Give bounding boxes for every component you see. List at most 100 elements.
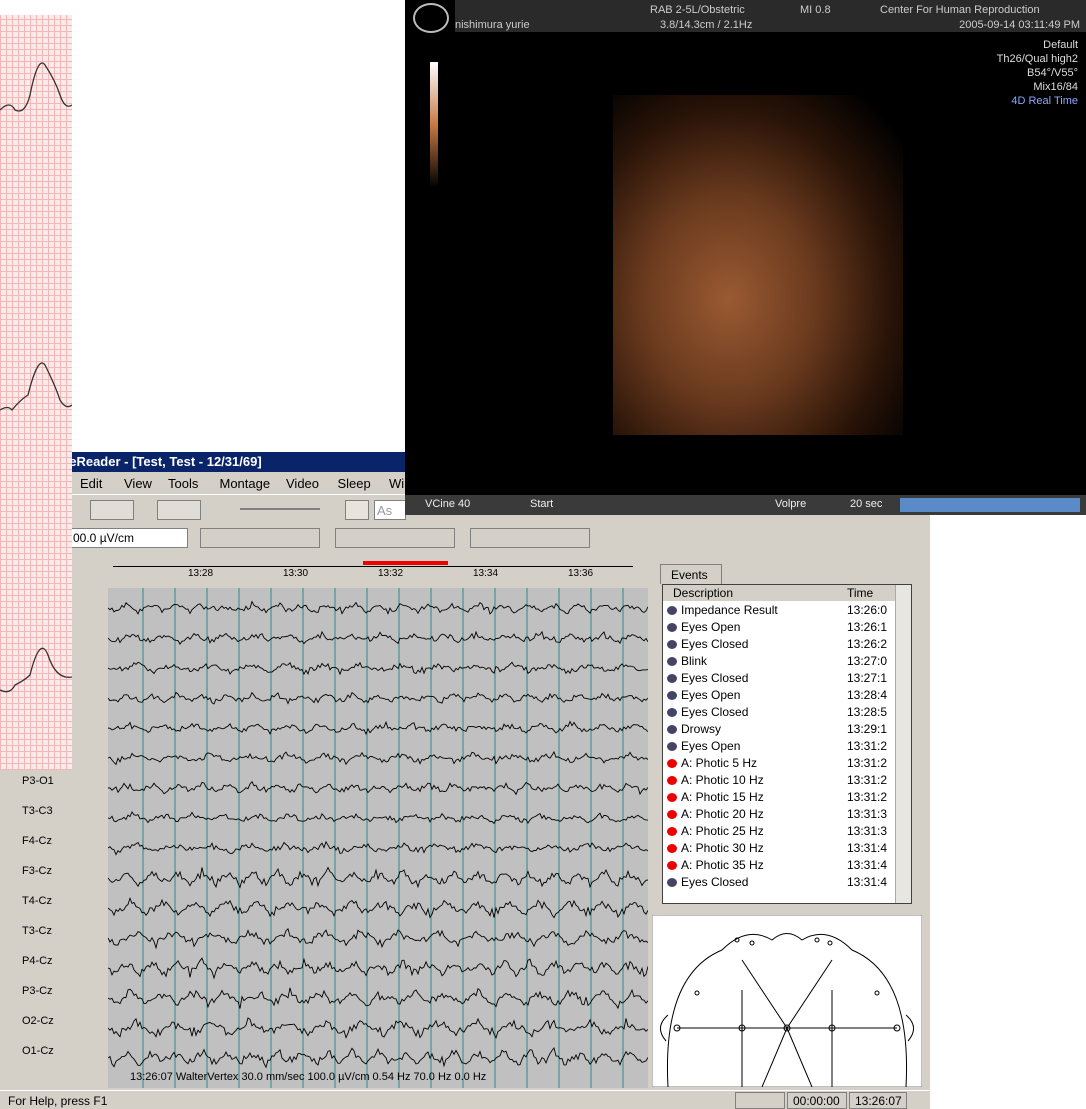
setting: Default xyxy=(1043,39,1078,51)
event-icon xyxy=(667,776,677,785)
events-header: Description Time xyxy=(663,585,911,601)
scrollbar xyxy=(895,585,911,903)
ecg-trace xyxy=(0,62,73,693)
select[interactable] xyxy=(335,528,455,548)
channel-label: P3-Cz xyxy=(22,985,53,997)
tab-label: Events xyxy=(671,568,708,582)
sensitivity: 00.0 µV/cm xyxy=(73,531,134,545)
event-description: Eyes Closed xyxy=(681,875,749,889)
channel-label: F3-Cz xyxy=(22,865,52,877)
menu-item[interactable]: Video xyxy=(286,476,320,491)
eeg-window: ileReader - [Test, Test - 12/31/69] Edit… xyxy=(0,452,930,1109)
eeg-trace xyxy=(108,691,648,705)
timeline-axis xyxy=(113,566,633,567)
event-row[interactable]: A: Photic 20 Hz 13:31:3 xyxy=(663,806,895,823)
event-icon xyxy=(667,657,677,666)
print-button[interactable] xyxy=(90,500,134,520)
event-icon xyxy=(667,606,677,615)
select[interactable] xyxy=(470,528,590,548)
ge-logo xyxy=(413,3,449,33)
event-row[interactable]: A: Photic 35 Hz 13:31:4 xyxy=(663,857,895,874)
event-row[interactable]: Drowsy 13:29:1 xyxy=(663,721,895,738)
event-description: Impedance Result xyxy=(681,603,778,617)
nav-button[interactable] xyxy=(157,500,201,520)
status-help: For Help, press F1 xyxy=(8,1094,108,1108)
menu-item[interactable]: Montage xyxy=(219,476,271,491)
event-description: Eyes Closed xyxy=(681,705,749,719)
event-icon xyxy=(667,793,677,802)
event-row[interactable]: A: Photic 15 Hz 13:31:2 xyxy=(663,789,895,806)
event-row[interactable]: Eyes Closed 13:28:5 xyxy=(663,704,895,721)
column-header: Time xyxy=(847,586,874,600)
menu-bar: Edit View Tools Montage Video Sleep Wind xyxy=(0,473,930,493)
status-cell: 00:00:00 xyxy=(787,1092,847,1109)
event-time: 13:31:2 xyxy=(847,773,888,787)
channel-label: T3-C3 xyxy=(22,805,53,817)
setting: Mix16/84 xyxy=(1033,81,1078,93)
window-title: ileReader - [Test, Test - 12/31/69] xyxy=(62,454,262,469)
timeline-label: 13:34 xyxy=(473,568,499,579)
status-clock: 13:26:07 xyxy=(855,1094,902,1108)
event-time: 13:31:3 xyxy=(847,807,888,821)
event-icon xyxy=(667,623,677,632)
event-time: 13:27:1 xyxy=(847,671,888,685)
event-time: 13:31:4 xyxy=(847,841,888,855)
select-row: 00.0 µV/cm xyxy=(0,527,930,551)
head-map xyxy=(652,915,922,1087)
channel-label: O2-Cz xyxy=(22,1015,54,1027)
wave-button[interactable] xyxy=(345,500,369,520)
event-icon xyxy=(667,742,677,751)
select[interactable] xyxy=(200,528,320,548)
status-cell: 13:26:07 xyxy=(849,1092,907,1109)
institution: Center For Human Reproduction xyxy=(880,4,1040,16)
event-time: 13:26:1 xyxy=(847,620,888,634)
setting: 4D Real Time xyxy=(1011,95,1078,107)
event-time: 13:26:2 xyxy=(847,637,888,651)
eeg-trace xyxy=(108,630,648,645)
eeg-trace xyxy=(108,1017,648,1039)
menu-item[interactable]: Sleep xyxy=(337,476,371,491)
slider[interactable] xyxy=(240,508,320,510)
header-bar: nishimura yurie RAB 2-5L/Obstetric 3.8/1… xyxy=(455,0,1086,32)
montage-select[interactable]: As Recorded xyxy=(374,500,406,520)
event-row[interactable]: Eyes Open 13:31:2 xyxy=(663,738,895,755)
event-icon xyxy=(667,810,677,819)
channel-label: F4-Cz xyxy=(22,835,52,847)
setting: Th26/Qual high2 xyxy=(996,53,1078,65)
event-row[interactable]: Impedance Result 13:26:0 xyxy=(663,602,895,619)
timeline-label: 13:32 xyxy=(378,568,404,579)
bottom-bar: VCine 40 Start Volpre 20 sec xyxy=(405,495,1086,515)
event-time: 13:31:2 xyxy=(847,790,888,804)
event-row[interactable]: A: Photic 25 Hz 13:31:3 xyxy=(663,823,895,840)
event-icon xyxy=(667,691,677,700)
event-description: Eyes Open xyxy=(681,688,741,702)
eeg-trace xyxy=(108,1047,648,1069)
event-row[interactable]: Eyes Closed 13:27:1 xyxy=(663,670,895,687)
event-time: 13:31:3 xyxy=(847,824,888,838)
bar-label: 20 sec xyxy=(850,498,883,510)
eeg-trace xyxy=(108,750,648,766)
event-row[interactable]: Blink 13:27:0 xyxy=(663,653,895,670)
event-time: 13:31:4 xyxy=(847,875,888,889)
channel-label: P4-Cz xyxy=(22,955,53,967)
events-list: Description Time Impedance Result 13:26:0 Ey… xyxy=(662,584,912,904)
menu-item[interactable]: View xyxy=(124,476,152,491)
menu-item[interactable]: Tools xyxy=(168,476,199,491)
events-tab[interactable]: Events xyxy=(660,564,722,584)
event-row[interactable]: Eyes Closed 13:31:4 xyxy=(663,874,895,891)
bar-label: Start xyxy=(530,498,554,510)
event-row[interactable]: A: Photic 30 Hz 13:31:4 xyxy=(663,840,895,857)
montage-text: As Recorded xyxy=(377,503,405,519)
event-row[interactable]: Eyes Open 13:26:1 xyxy=(663,619,895,636)
menu-item[interactable]: Edit xyxy=(80,476,103,491)
eeg-trace xyxy=(108,866,648,889)
event-row[interactable]: A: Photic 10 Hz 13:31:2 xyxy=(663,772,895,789)
event-row[interactable]: Eyes Open 13:28:4 xyxy=(663,687,895,704)
eeg-trace xyxy=(108,720,648,736)
settings: Default Th26/Qual high2 B54°/V55° Mix16/84 4… xyxy=(997,38,1078,108)
event-row[interactable]: A: Photic 5 Hz 13:31:2 xyxy=(663,755,895,772)
depth: 3.8/14.3cm / 2.1Hz xyxy=(660,19,753,31)
column-header: Description xyxy=(673,586,734,600)
event-row[interactable]: Eyes Closed 13:26:2 xyxy=(663,636,895,653)
event-description: A: Photic 15 Hz xyxy=(681,790,764,804)
